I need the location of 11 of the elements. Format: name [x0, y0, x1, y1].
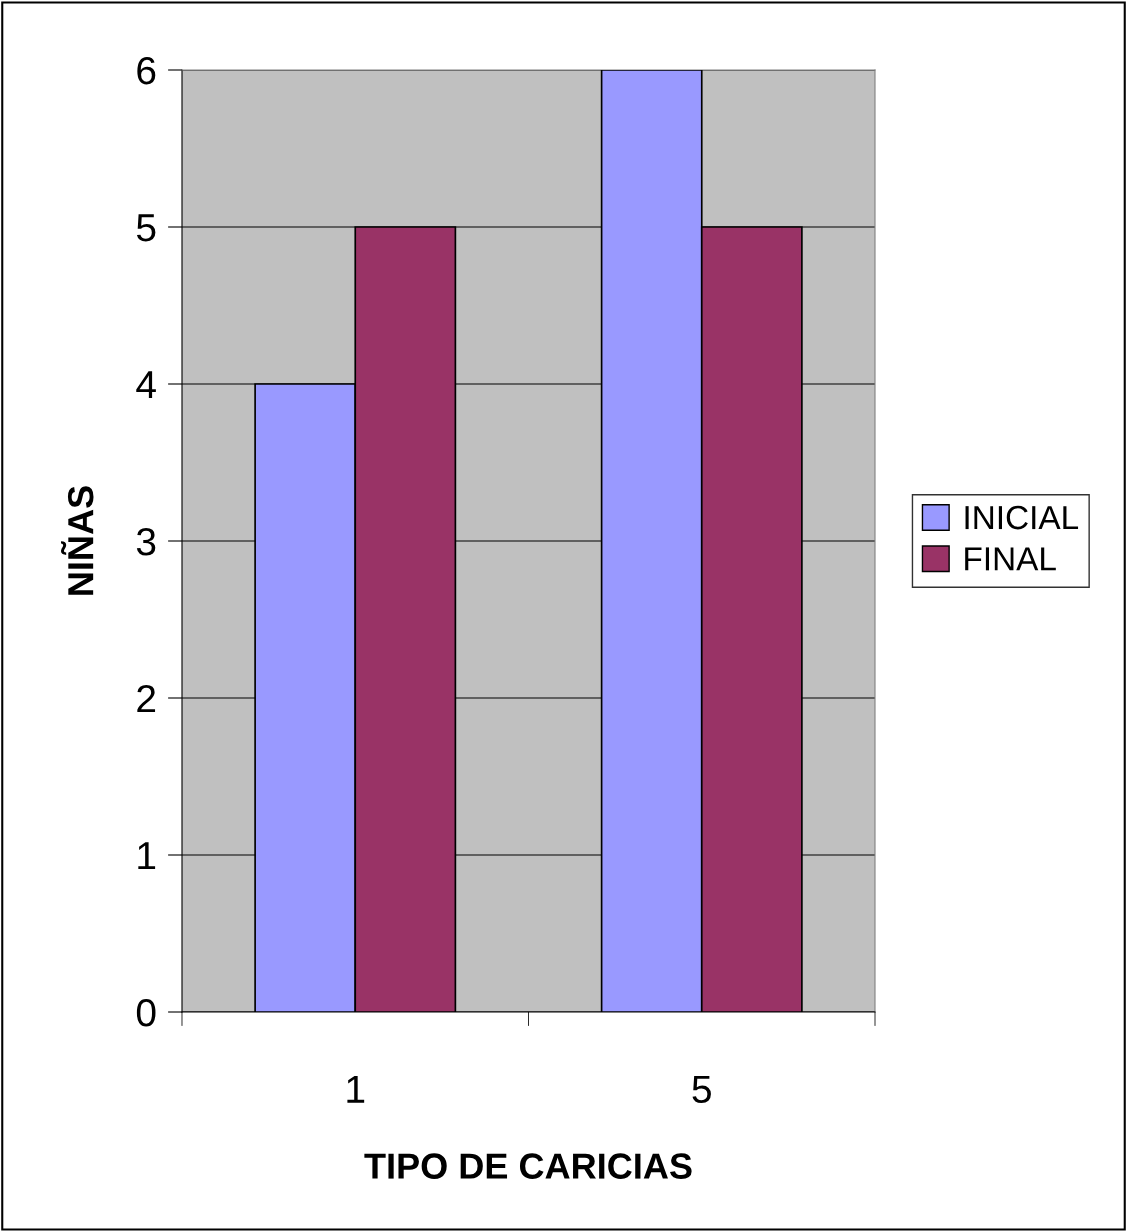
y-tick-label: 4	[136, 371, 156, 399]
y-axis-title: NIÑAS	[61, 486, 94, 595]
y-tick-label: 2	[137, 684, 156, 713]
y-tick-label: 1	[138, 842, 156, 870]
y-tick-label: 5	[136, 214, 156, 242]
legend-label: FINAL	[965, 547, 1056, 571]
y-tick-label: 6	[137, 56, 156, 85]
x-axis-title: TIPO DE CARICIAS	[364, 1153, 692, 1179]
y-tick-label: 0	[136, 998, 156, 1027]
legend-label: INICIAL	[965, 505, 1079, 530]
y-tick-label: 3	[136, 527, 156, 556]
